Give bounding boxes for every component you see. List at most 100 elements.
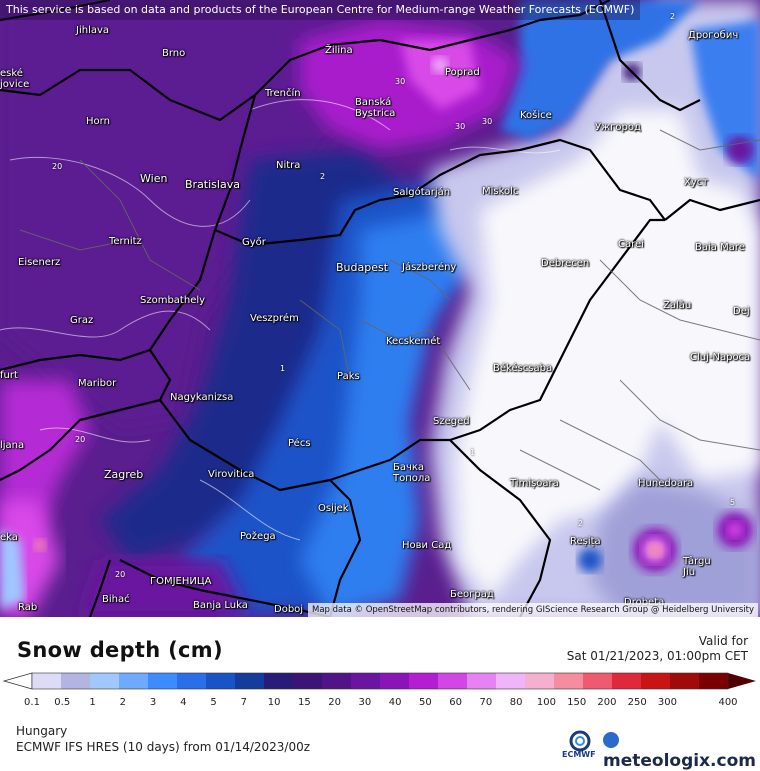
colorbar-swatch xyxy=(380,673,410,689)
colorbar-tick-label: 400 xyxy=(718,697,738,708)
colorbar-swatch xyxy=(119,673,149,689)
colorbar-tick-label: 7 xyxy=(240,697,247,708)
city-label: Maribor xyxy=(78,378,117,389)
city-label: Veszprém xyxy=(250,313,299,324)
city-label: eka xyxy=(0,532,18,543)
city-label: Poprad xyxy=(445,67,480,78)
city-label: Debrecen xyxy=(541,258,590,269)
city-label: Miskolc xyxy=(482,186,519,197)
colorbar-tick-label: 300 xyxy=(657,697,678,708)
city-label: Ternitz xyxy=(109,236,142,247)
colorbar-swatch xyxy=(409,673,439,689)
colorbar-tick-label: 0.1 xyxy=(24,697,40,708)
city-label: Békéscsaba xyxy=(493,363,553,374)
colorbar-swatch xyxy=(90,673,120,689)
city-label: Cluj-Napoca xyxy=(690,352,751,363)
city-label: Wien xyxy=(140,172,168,185)
model-run: ECMWF IFS HRES (10 days) from 01/14/2023… xyxy=(16,740,311,754)
colorbar-swatch xyxy=(612,673,642,689)
valid-date: Sat 01/21/2023, 01:00pm CET xyxy=(566,649,748,663)
map-attribution[interactable]: Map data © OpenStreetMap contributors, r… xyxy=(308,603,758,617)
contour-label: 30 xyxy=(455,122,466,131)
contour-label: 20 xyxy=(52,162,63,171)
meteologix-icon xyxy=(603,732,619,748)
city-label: Győr xyxy=(242,237,266,248)
colorbar-swatch xyxy=(641,673,671,689)
city-label: Дрогобич xyxy=(688,30,739,41)
city-label: Banská Bystrica xyxy=(355,97,396,119)
colorbar-tick-label: 1 xyxy=(89,697,96,708)
city-label: Bratislava xyxy=(185,178,240,191)
city-label: Szombathely xyxy=(140,295,206,306)
colorbar-swatch xyxy=(351,673,381,689)
city-label: Нови Сад xyxy=(402,540,452,551)
city-label: Trenčín xyxy=(265,88,301,99)
colorbar-tick-label: 4 xyxy=(180,697,187,708)
colorbar-tick-label: 250 xyxy=(627,697,647,708)
contour-label: 1 xyxy=(280,364,286,373)
city-label: Salgótarján xyxy=(393,187,451,198)
city-label: eské jovice xyxy=(0,68,30,90)
ecmwf-logo-icon xyxy=(569,730,591,752)
city-label: Banja Luka xyxy=(193,600,248,611)
city-label: Žilina xyxy=(325,45,353,56)
city-label: furt xyxy=(0,370,18,381)
colorbar-tick-label: 40 xyxy=(388,697,402,708)
valid-for-label: Valid for xyxy=(698,634,748,648)
city-label: Eisenerz xyxy=(18,257,61,268)
colorbar-swatch xyxy=(206,673,236,689)
colorbar-max-arrow xyxy=(728,673,756,689)
colorbar-tick-label: 10 xyxy=(267,697,281,708)
contour-label: 5 xyxy=(730,498,736,507)
colorbar xyxy=(2,672,756,690)
colorbar-tick-label: 30 xyxy=(358,697,372,708)
colorbar-tick-label: 150 xyxy=(567,697,587,708)
city-label: Baia Mare xyxy=(695,242,745,253)
city-label: Pécs xyxy=(288,438,311,449)
city-label: Hunedoara xyxy=(638,478,694,489)
contour-label: 2 xyxy=(670,12,676,21)
ecmwf-notice: This service is based on data and produc… xyxy=(0,0,641,20)
city-label: Timișoara xyxy=(510,478,559,489)
ecmwf-logo-text: ECMWF xyxy=(562,750,596,759)
contour-label: 20 xyxy=(75,435,86,444)
city-label: Virovitica xyxy=(208,469,255,480)
city-label: Brno xyxy=(162,48,186,59)
region-name: Hungary xyxy=(16,724,68,738)
meteologix-logo[interactable]: meteologix.com xyxy=(603,731,760,771)
colorbar-tick-label: 100 xyxy=(536,697,556,708)
city-label: Târgu Jiu xyxy=(683,556,711,578)
city-label: Budapest xyxy=(336,261,389,274)
contour-label: 2 xyxy=(578,519,584,528)
colorbar-swatch xyxy=(554,673,584,689)
colorbar-swatch xyxy=(61,673,91,689)
city-label: ljana xyxy=(0,440,25,451)
city-label: Paks xyxy=(337,371,360,382)
colorbar-swatch xyxy=(32,673,62,689)
contour-label: 30 xyxy=(395,77,406,86)
snow-depth-map[interactable]: This service is based on data and produc… xyxy=(0,0,760,617)
city-label: Drobeta xyxy=(624,597,664,608)
city-label: Ужгород xyxy=(595,122,641,133)
colorbar-swatch xyxy=(525,673,555,689)
colorbar-tick-label: 50 xyxy=(419,697,432,708)
colorbar-tick-label: 3 xyxy=(149,697,157,708)
colorbar-tick-label: 20 xyxy=(328,697,341,708)
meteologix-brand: meteologix.com xyxy=(603,751,756,771)
city-label: Jászberény xyxy=(402,262,457,273)
city-label: Košice xyxy=(520,110,552,121)
colorbar-tick-label: 5 xyxy=(210,697,217,708)
colorbar-tick-label: 70 xyxy=(479,697,493,708)
colorbar-swatch xyxy=(177,673,207,689)
colorbar-tick-label: 80 xyxy=(509,697,523,708)
colorbar-tick-label: 200 xyxy=(597,697,617,708)
city-label: Zalău xyxy=(663,300,692,311)
city-label: Београд xyxy=(450,589,494,600)
colorbar-swatch xyxy=(322,673,352,689)
colorbar-tick-label: 0.5 xyxy=(54,697,71,708)
city-label: Kecskemét xyxy=(386,336,441,347)
colorbar-swatch xyxy=(264,673,294,689)
colorbar-tick-label: 2 xyxy=(119,697,126,708)
colorbar-swatch xyxy=(235,673,265,689)
colorbar-swatch xyxy=(699,673,729,689)
